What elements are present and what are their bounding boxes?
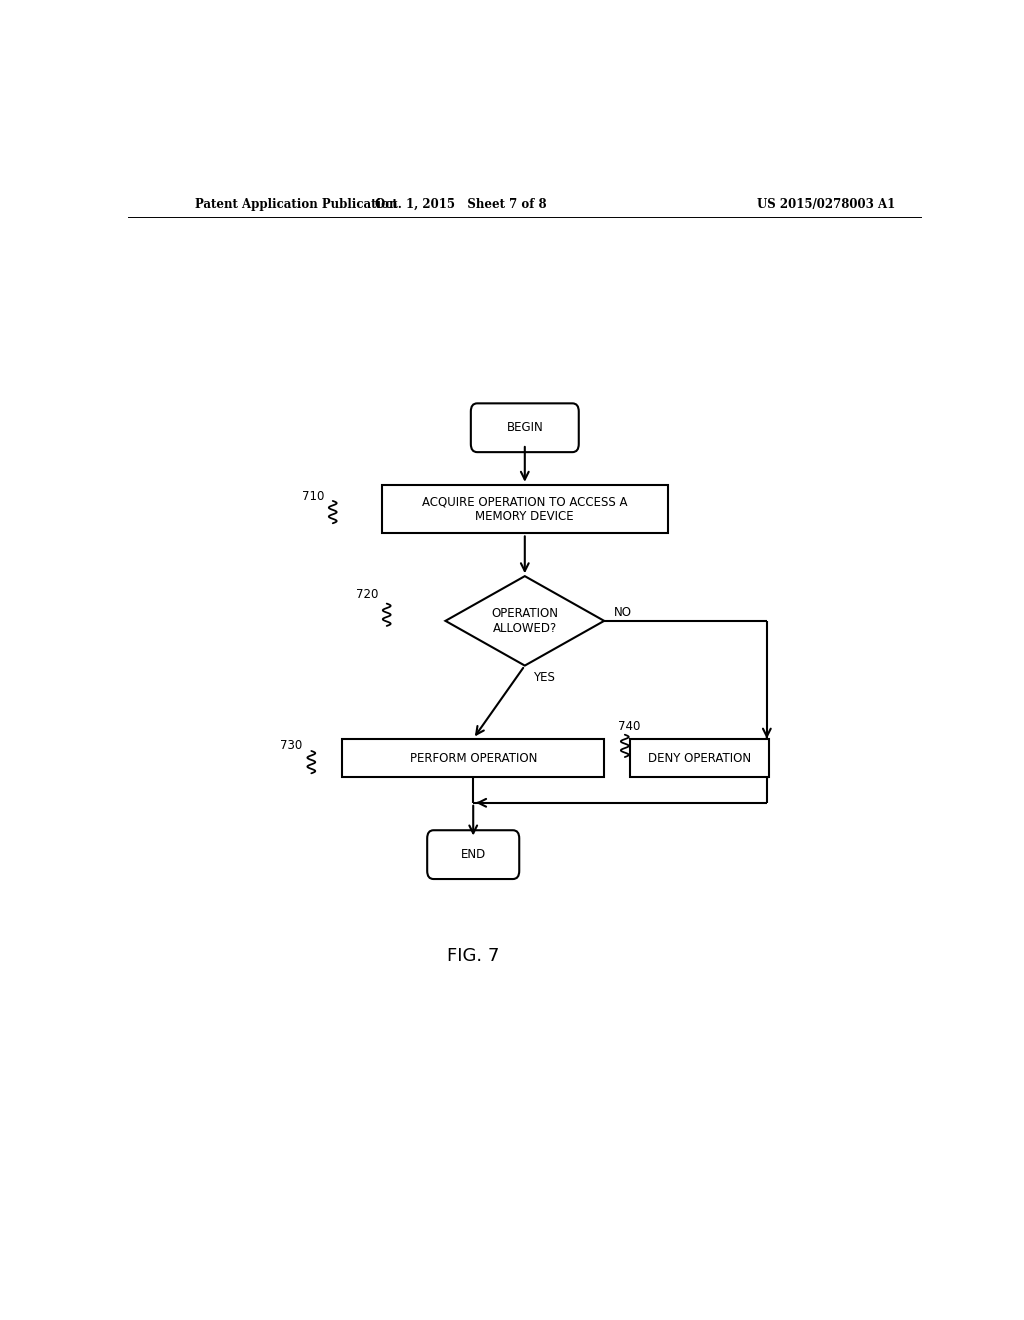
Text: DENY OPERATION: DENY OPERATION bbox=[648, 751, 751, 764]
Text: US 2015/0278003 A1: US 2015/0278003 A1 bbox=[757, 198, 896, 211]
Text: YES: YES bbox=[532, 672, 555, 684]
Text: BEGIN: BEGIN bbox=[507, 421, 543, 434]
FancyBboxPatch shape bbox=[427, 830, 519, 879]
Text: Patent Application Publication: Patent Application Publication bbox=[196, 198, 398, 211]
Text: 710: 710 bbox=[302, 490, 324, 503]
Text: END: END bbox=[461, 849, 485, 861]
Bar bbox=[342, 739, 604, 777]
Text: OPERATION
ALLOWED?: OPERATION ALLOWED? bbox=[492, 607, 558, 635]
Text: PERFORM OPERATION: PERFORM OPERATION bbox=[410, 751, 537, 764]
Bar bbox=[382, 484, 668, 533]
Text: ACQUIRE OPERATION TO ACCESS A
MEMORY DEVICE: ACQUIRE OPERATION TO ACCESS A MEMORY DEV… bbox=[422, 495, 628, 523]
Polygon shape bbox=[445, 576, 604, 665]
Text: NO: NO bbox=[613, 606, 632, 619]
Text: Oct. 1, 2015   Sheet 7 of 8: Oct. 1, 2015 Sheet 7 of 8 bbox=[376, 198, 547, 211]
Text: 740: 740 bbox=[618, 719, 641, 733]
Text: FIG. 7: FIG. 7 bbox=[447, 948, 500, 965]
Text: 730: 730 bbox=[281, 739, 303, 752]
Bar bbox=[630, 739, 769, 777]
Text: 720: 720 bbox=[355, 587, 378, 601]
FancyBboxPatch shape bbox=[471, 404, 579, 453]
